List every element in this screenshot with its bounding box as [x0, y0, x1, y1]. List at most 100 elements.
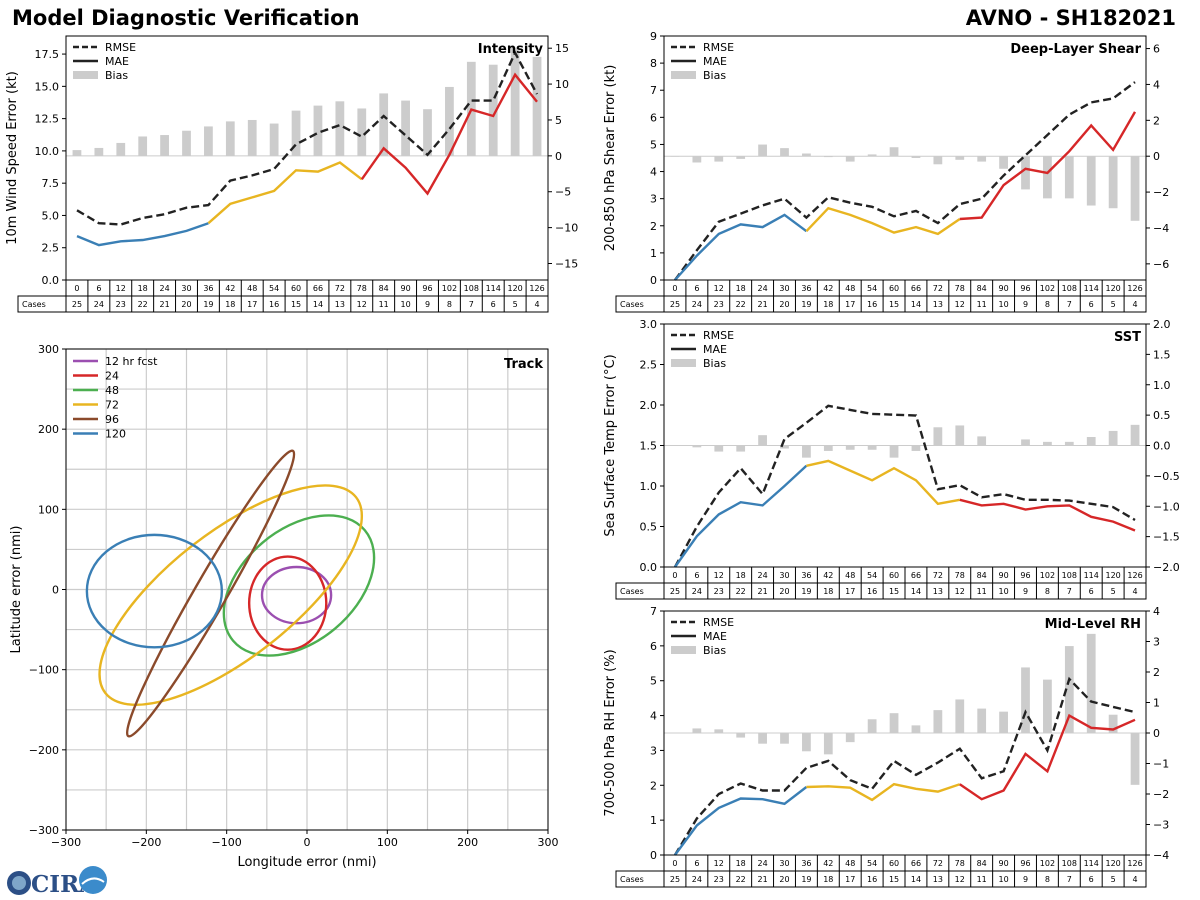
case-count: 19 [801, 300, 811, 309]
cases-row [615, 870, 1147, 888]
bias-bar [911, 725, 921, 733]
case-count: 18 [823, 300, 833, 309]
hour-label: 78 [955, 859, 965, 868]
legend-label: 72 [105, 399, 119, 412]
case-count: 8 [447, 300, 452, 309]
case-count: 22 [736, 587, 746, 596]
legend-label: Bias [703, 644, 726, 657]
hour-label: 120 [1105, 284, 1120, 293]
case-count: 4 [1132, 587, 1137, 596]
bias-bar [1043, 156, 1052, 199]
case-count: 15 [889, 300, 899, 309]
hour-label: 78 [955, 284, 965, 293]
bias-bar [955, 699, 965, 733]
mae-line-mid [207, 161, 363, 225]
cases-label: Cases [22, 300, 46, 309]
hour-label: 66 [911, 571, 921, 580]
bias-bar [823, 733, 833, 755]
rmse-line [673, 404, 1136, 568]
hour-label: 42 [823, 571, 833, 580]
hour-label: 114 [1084, 571, 1099, 580]
y2-tick-label: 6 [1153, 43, 1160, 56]
hour-label: 78 [955, 571, 965, 580]
hour-label: 30 [779, 284, 789, 293]
y-axis-label: Sea Surface Temp Error (°C) [603, 354, 618, 536]
case-count: 6 [1089, 875, 1094, 884]
bias-bar [977, 708, 987, 733]
case-count: 22 [736, 875, 746, 884]
hour-label: 30 [181, 284, 191, 293]
bias-bar [510, 47, 520, 156]
panel-track: −300 −200 −100 0 100 200 300 −300 −200 −100 0 100 20… [9, 343, 559, 870]
case-count: 5 [1111, 587, 1116, 596]
cases-row [615, 295, 1147, 313]
hour-label: 60 [889, 571, 899, 580]
case-count: 18 [823, 875, 833, 884]
hour-label: 42 [823, 859, 833, 868]
legend-bias-swatch [671, 646, 696, 654]
y-tick-label: 8 [650, 57, 657, 70]
y-tick-label: 300 [38, 343, 59, 356]
bias-bar [714, 156, 724, 162]
case-count: 21 [757, 587, 767, 596]
storm-id: AVNO - SH182021 [965, 6, 1176, 30]
y2-tick-label: 0 [1153, 727, 1160, 740]
case-count: 9 [1023, 587, 1028, 596]
hour-label: 6 [694, 284, 699, 293]
cases-table: Cases02562412231822242130203619421848175… [615, 279, 1147, 313]
bias-bar [1130, 156, 1140, 221]
y2-tick-label: 4 [1153, 78, 1160, 91]
bias-bar [780, 445, 789, 449]
y-tick-label: 5.0 [42, 209, 60, 222]
case-count: 7 [1067, 875, 1072, 884]
case-count: 5 [513, 300, 518, 309]
bias-bar [445, 86, 454, 156]
hour-label: 84 [379, 284, 389, 293]
hour-label: 0 [672, 284, 677, 293]
rmse-line [673, 676, 1136, 856]
hour-label: 108 [1062, 284, 1077, 293]
y-tick-label: 12.5 [35, 113, 60, 126]
bias-bar [1021, 156, 1030, 190]
case-count: 24 [692, 875, 702, 884]
case-count: 23 [714, 587, 724, 596]
y-tick-label: 3.0 [640, 318, 658, 331]
case-count: 17 [845, 300, 855, 309]
y-tick-label: 7 [650, 84, 657, 97]
bias-bar [889, 147, 899, 157]
bias-bar [692, 445, 702, 448]
bias-bar [1108, 156, 1118, 209]
legend-label: RMSE [703, 41, 734, 54]
y-tick-label: −200 [29, 744, 59, 757]
cases-label: Cases [620, 875, 644, 884]
bias-bar [670, 156, 680, 157]
y-tick-label: 1.0 [640, 480, 658, 493]
hour-label: 78 [357, 284, 367, 293]
hour-label: 60 [889, 284, 899, 293]
x-tick-label: 0 [304, 836, 311, 849]
bias-bar [313, 105, 323, 156]
y-tick-label: 17.5 [35, 48, 60, 61]
x-tick-label: −100 [212, 836, 242, 849]
y2-tick-label: −1.0 [1153, 500, 1180, 513]
hour-label: 72 [933, 859, 943, 868]
bias-bar [670, 445, 680, 446]
y-tick-label: 2.5 [640, 359, 658, 372]
track-ellipse [260, 565, 333, 625]
y2-tick-label: 2 [1153, 666, 1160, 679]
y-tick-label: 3 [650, 744, 657, 757]
hour-label: 114 [1084, 859, 1099, 868]
legend-label: 12 hr fcst [105, 355, 158, 368]
hour-label: 48 [845, 571, 855, 580]
hour-label: 66 [911, 284, 921, 293]
hour-label: 36 [801, 859, 811, 868]
legend-label: 48 [105, 384, 119, 397]
case-count: 24 [94, 300, 104, 309]
hour-label: 36 [801, 571, 811, 580]
case-count: 11 [977, 300, 987, 309]
bias-bar [1086, 156, 1096, 206]
y2-tick-label: −3 [1153, 819, 1169, 832]
mae-line-mid [805, 206, 961, 236]
case-count: 24 [692, 300, 702, 309]
legend-label: Bias [703, 69, 726, 82]
